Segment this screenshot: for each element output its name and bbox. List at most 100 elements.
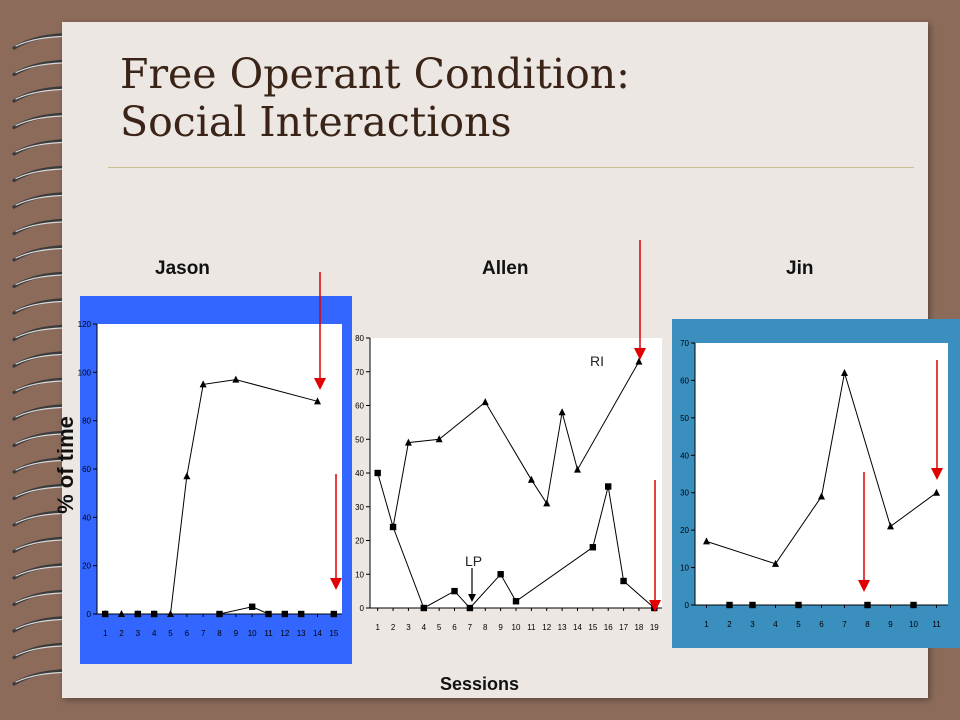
label-allen: Allen [482,258,529,279]
plot-area [97,324,342,614]
x-tick-label: 7 [842,620,847,629]
y-tick-label: 60 [680,376,689,385]
x-tick-label: 8 [483,623,488,632]
x-tick-label: 5 [796,620,801,629]
data-point-square [795,601,802,609]
data-point-triangle [558,408,566,416]
plot-area [370,338,662,608]
x-axis-label: Sessions [440,674,520,694]
data-point-triangle [772,559,779,567]
y-tick-label: 80 [355,334,364,343]
x-tick-label: 15 [588,623,597,632]
x-tick-label: 1 [704,620,709,629]
title-line-2: Social Interactions [120,98,512,146]
data-point-triangle [314,397,321,405]
x-tick-label: 5 [168,629,173,638]
slide-title: Free Operant Condition: Social Interacti… [120,50,630,146]
x-tick-label: 12 [542,623,551,632]
label-jason: Jason [155,258,210,279]
data-point-square [330,610,338,618]
x-tick-label: 10 [248,629,257,638]
label-jin: Jin [786,258,814,279]
y-tick-label: 30 [680,489,689,498]
data-point-triangle [543,499,551,507]
data-point-triangle [183,472,191,480]
y-tick-label: 50 [355,435,364,444]
y-tick-label: 20 [355,537,364,546]
y-tick-label: 80 [82,417,91,426]
data-point-triangle [199,380,207,388]
y-tick-label: 0 [360,604,365,613]
data-point-square [589,544,597,551]
x-tick-label: 1 [375,623,380,632]
title-divider [108,167,914,168]
x-tick-label: 3 [750,620,755,629]
annotation-lp: LP [465,553,483,569]
x-tick-label: 11 [527,623,536,632]
red-arrow-head [634,348,646,360]
red-arrow-head [314,378,326,390]
x-tick-label: 3 [136,629,141,638]
x-tick-label: 11 [932,620,941,629]
x-tick-label: 1 [103,629,108,638]
data-point-triangle [435,435,443,443]
x-tick-label: 6 [819,620,824,629]
x-tick-label: 10 [512,623,521,632]
x-tick-label: 19 [650,623,659,632]
series-line-triangle [706,372,937,565]
data-point-triangle [635,357,643,365]
data-point-triangle [818,492,825,500]
data-point-triangle [933,488,940,496]
y-tick-label: 70 [680,339,689,348]
data-point-square [374,469,381,477]
y-tick-label: 50 [680,414,689,423]
data-point-square [605,483,612,490]
y-axis-label: % of time [53,416,78,514]
x-tick-label: 7 [468,623,473,632]
data-point-square [749,601,756,609]
data-point-square [512,598,520,605]
x-tick-label: 11 [264,629,273,638]
x-tick-label: 13 [297,629,306,638]
x-tick-label: 4 [152,629,157,638]
data-point-triangle [841,368,848,376]
data-point-square [134,610,142,618]
data-point-square [620,577,627,585]
x-tick-label: 14 [313,629,322,638]
data-point-square [466,604,474,612]
data-point-square [864,601,871,609]
y-tick-label: 40 [82,513,91,522]
data-point-square [297,610,305,618]
x-tick-label: 12 [280,629,289,638]
data-point-square [248,603,256,610]
data-point-square [216,610,223,618]
y-tick-label: 100 [78,368,92,377]
x-tick-label: 14 [573,623,582,632]
data-point-triangle [481,398,489,406]
x-tick-label: 2 [391,623,396,632]
x-tick-label: 16 [604,623,613,632]
y-tick-label: 0 [685,601,690,610]
data-point-square [910,601,917,609]
y-tick-label: 60 [355,402,364,411]
y-tick-label: 60 [82,465,91,474]
y-tick-label: 70 [355,368,364,377]
x-tick-label: 5 [437,623,442,632]
annotation-ri: RI [590,353,604,369]
y-tick-label: 40 [680,451,689,460]
x-tick-label: 2 [727,620,732,629]
data-point-triangle [887,522,894,530]
data-point-triangle [573,465,581,473]
y-tick-label: 40 [355,469,364,478]
x-tick-label: 10 [909,620,918,629]
data-point-square [497,571,504,578]
x-tick-label: 17 [619,623,628,632]
x-tick-label: 9 [888,620,893,629]
red-arrow-head [858,580,870,592]
x-tick-label: 18 [634,623,643,632]
data-point-triangle [703,537,710,545]
data-point-square [150,610,158,618]
x-tick-label: 8 [865,620,870,629]
